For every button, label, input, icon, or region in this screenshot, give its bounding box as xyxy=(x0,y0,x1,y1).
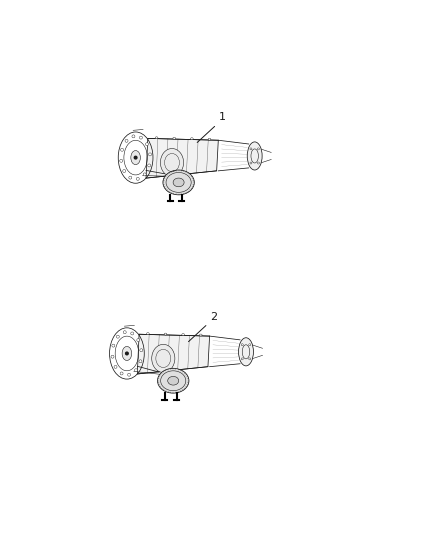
Text: 2: 2 xyxy=(210,311,217,321)
Ellipse shape xyxy=(120,372,123,375)
Polygon shape xyxy=(138,334,210,374)
Ellipse shape xyxy=(134,369,138,372)
Ellipse shape xyxy=(129,176,132,179)
Ellipse shape xyxy=(163,170,194,195)
Ellipse shape xyxy=(139,136,142,139)
Ellipse shape xyxy=(155,137,158,139)
Ellipse shape xyxy=(132,135,135,138)
Ellipse shape xyxy=(160,149,184,176)
Ellipse shape xyxy=(123,330,126,334)
Ellipse shape xyxy=(122,346,132,360)
Ellipse shape xyxy=(117,335,119,338)
Circle shape xyxy=(258,162,259,164)
Ellipse shape xyxy=(152,344,175,373)
Ellipse shape xyxy=(137,338,140,342)
Circle shape xyxy=(250,148,252,150)
Ellipse shape xyxy=(164,333,167,335)
Ellipse shape xyxy=(191,138,193,140)
Ellipse shape xyxy=(182,334,184,336)
Ellipse shape xyxy=(120,148,124,151)
Ellipse shape xyxy=(145,143,148,146)
Ellipse shape xyxy=(136,177,139,180)
Ellipse shape xyxy=(173,178,184,187)
Ellipse shape xyxy=(127,373,131,376)
Ellipse shape xyxy=(111,355,114,358)
Ellipse shape xyxy=(139,360,142,363)
Ellipse shape xyxy=(148,153,152,156)
Ellipse shape xyxy=(147,333,149,335)
Ellipse shape xyxy=(120,159,123,163)
Text: 1: 1 xyxy=(219,112,226,123)
Ellipse shape xyxy=(114,365,117,368)
Ellipse shape xyxy=(168,376,179,385)
Ellipse shape xyxy=(112,344,115,347)
Circle shape xyxy=(241,344,243,346)
Ellipse shape xyxy=(131,150,141,165)
Circle shape xyxy=(250,162,252,164)
Ellipse shape xyxy=(199,334,202,336)
Ellipse shape xyxy=(247,142,262,170)
Circle shape xyxy=(241,358,243,360)
Ellipse shape xyxy=(140,349,143,352)
Circle shape xyxy=(258,148,259,150)
Ellipse shape xyxy=(148,164,151,167)
Polygon shape xyxy=(146,139,218,178)
Circle shape xyxy=(249,358,251,360)
Ellipse shape xyxy=(208,138,211,140)
Ellipse shape xyxy=(239,338,254,366)
Ellipse shape xyxy=(125,139,128,142)
Ellipse shape xyxy=(158,368,189,393)
Circle shape xyxy=(134,156,137,159)
Ellipse shape xyxy=(131,332,134,335)
Ellipse shape xyxy=(123,169,126,173)
Ellipse shape xyxy=(143,173,146,176)
Circle shape xyxy=(249,344,251,346)
Ellipse shape xyxy=(173,138,176,139)
Circle shape xyxy=(126,352,128,355)
